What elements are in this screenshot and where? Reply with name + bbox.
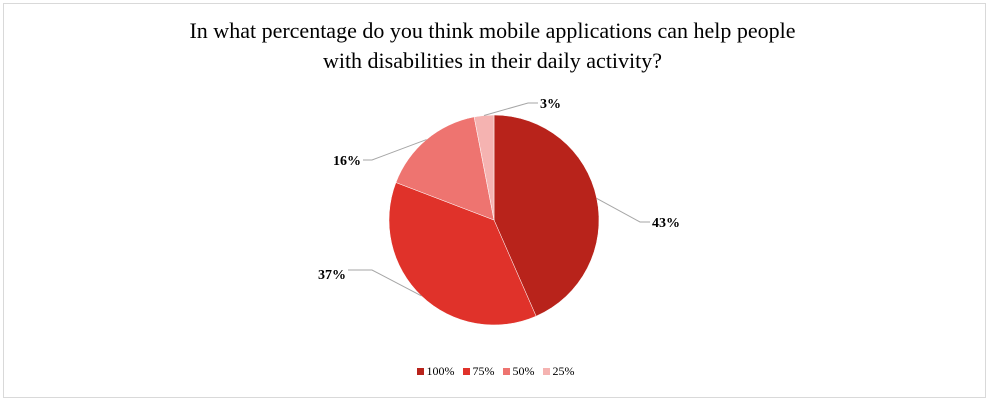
data-label-50-percent: 16% (333, 154, 361, 169)
pie-slice-50-percent (395, 116, 495, 221)
legend-swatch (502, 368, 510, 375)
pie-slice-100-percent (493, 114, 600, 317)
legend-item-50-percent: 50% (502, 364, 535, 379)
data-label-100-percent: 43% (652, 216, 680, 231)
pie-slice-75-percent (388, 182, 537, 326)
legend-label: 50% (512, 364, 535, 378)
legend-label: 25% (552, 364, 575, 378)
legend-item-25-percent: 25% (542, 364, 575, 379)
legend-item-75-percent: 75% (462, 364, 495, 379)
data-label-75-percent: 37% (318, 268, 346, 283)
legend-label: 75% (472, 364, 495, 378)
legend-swatch (416, 368, 424, 375)
legend-item-100-percent: 100% (416, 364, 455, 379)
data-label-25-percent: 3% (540, 97, 561, 112)
chart-title-line-1: In what percentage do you think mobile a… (189, 18, 796, 43)
legend-swatch (542, 368, 550, 375)
chart-title: In what percentage do you think mobile a… (40, 16, 945, 76)
leader-line-25-percent (483, 102, 538, 116)
legend-swatch (462, 368, 470, 375)
legend-label: 100% (426, 364, 455, 378)
chart-title-line-2: with disabilities in their daily activit… (322, 48, 663, 73)
legend: 100% 75% 50% 25% (0, 364, 991, 379)
leader-line-50-percent (363, 139, 427, 161)
leader-line-75-percent (348, 269, 422, 297)
leader-line-100-percent (596, 198, 650, 223)
